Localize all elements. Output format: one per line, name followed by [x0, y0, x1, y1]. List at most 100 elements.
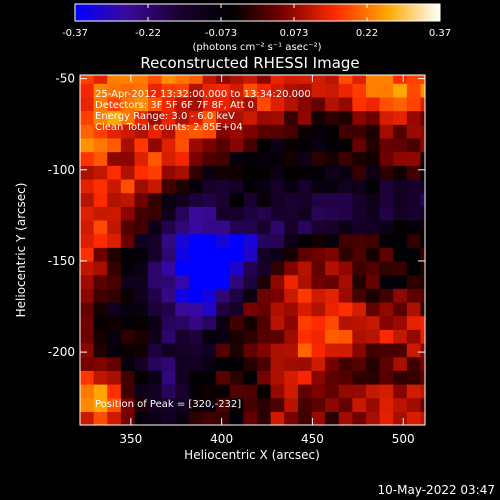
heatmap-cell: [134, 83, 149, 98]
heatmap-cell: [365, 151, 381, 166]
heatmap-cell: [80, 233, 81, 248]
heatmap-cell: [284, 151, 299, 166]
heatmap-cell: [325, 274, 340, 289]
heatmap-cell: [365, 411, 381, 425]
heatmap-cell: [243, 233, 258, 248]
heatmap-cell: [161, 397, 176, 412]
heatmap-cell: [202, 151, 217, 166]
heatmap-cell: [365, 274, 381, 289]
heatmap-cell: [120, 124, 136, 139]
heatmap-cell: [175, 83, 190, 98]
heatmap-cell: [257, 206, 272, 221]
heatmap-cell: [107, 329, 122, 344]
heatmap-cell: [311, 110, 326, 125]
heatmap-cell: [162, 425, 176, 439]
heatmap-cell: [107, 124, 122, 139]
heatmap-cell: [161, 370, 176, 385]
heatmap-cell: [352, 301, 367, 317]
heatmap-cell: [270, 247, 285, 262]
heatmap-cell: [379, 301, 394, 317]
heatmap-cell: [80, 219, 81, 235]
heatmap-cell: [148, 83, 163, 98]
y-tick-label: -150: [48, 254, 75, 268]
heatmap-cell: [297, 178, 313, 194]
heatmap-cell: [80, 425, 94, 439]
heatmap-cell: [80, 233, 95, 248]
heatmap-cell: [161, 247, 176, 262]
heatmap-cell: [338, 247, 353, 262]
heatmap-cell: [284, 288, 299, 303]
heatmap-cell: [338, 192, 353, 207]
heatmap-cell: [434, 398, 448, 412]
heatmap-cell: [148, 288, 163, 303]
heatmap-cell: [120, 165, 136, 180]
heatmap-cell: [366, 425, 380, 439]
heatmap-cell: [148, 124, 163, 139]
heatmap-cell: [420, 397, 425, 412]
heatmap-cell: [311, 329, 326, 344]
heatmap-cell: [229, 329, 245, 344]
heatmap-cell: [393, 124, 408, 139]
heatmap-cell: [284, 342, 299, 358]
heatmap-cell: [216, 178, 231, 194]
heatmap-cell: [161, 96, 176, 112]
heatmap-cell: [393, 96, 408, 112]
heatmap-cell: [434, 97, 448, 111]
heatmap-cell: [352, 274, 367, 289]
heatmap-cell: [202, 219, 217, 235]
heatmap-cell: [107, 301, 122, 317]
heatmap-cell: [216, 124, 231, 139]
heatmap-cell: [257, 274, 272, 289]
heatmap-cell: [393, 288, 408, 303]
heatmap-cell: [134, 247, 149, 262]
heatmap-cell: [311, 315, 326, 330]
heatmap-cell: [297, 329, 313, 344]
heatmap-cell: [311, 83, 326, 98]
heatmap-cell: [134, 383, 149, 399]
heatmap-cell: [311, 192, 326, 207]
heatmap-cell: [297, 411, 313, 425]
heatmap-cell: [434, 247, 448, 261]
heatmap-cell: [338, 83, 353, 98]
heatmap-cell: [365, 301, 381, 317]
heatmap-cell: [379, 219, 394, 235]
heatmap-cell: [338, 342, 353, 358]
heatmap-cell: [229, 137, 245, 153]
heatmap-cell: [93, 165, 108, 180]
heatmap-cell: [148, 219, 163, 235]
heatmap-cell: [216, 206, 231, 221]
heatmap-cell: [93, 274, 108, 289]
heatmap-cell: [80, 75, 95, 84]
heatmap-cell: [379, 178, 394, 194]
observation-info: 25-Apr-2012 13:32:00.000 to 13:34:20.000…: [95, 89, 311, 133]
heatmap-cell: [406, 137, 422, 153]
heatmap-cell: [270, 356, 285, 371]
heatmap-cell: [243, 219, 258, 235]
heatmap-cell: [338, 411, 353, 425]
heatmap-cell: [202, 83, 217, 98]
heatmap-cell: [270, 151, 285, 166]
heatmap-cell: [134, 178, 149, 194]
heatmap-cell: [270, 260, 285, 276]
heatmap-cell: [434, 329, 448, 343]
heatmap-cell: [297, 124, 313, 139]
heatmap-cell: [257, 151, 272, 166]
heatmap-cell: [434, 138, 448, 152]
heatmap-cell: [406, 383, 422, 399]
heatmap-cell: [175, 233, 190, 248]
heatmap-cell: [243, 383, 258, 399]
heatmap-cell: [420, 274, 425, 289]
heatmap-cell: [366, 56, 380, 70]
heatmap-cell: [338, 233, 353, 248]
heatmap-cell: [311, 397, 326, 412]
heatmap-cell: [229, 247, 245, 262]
heatmap-cell: [243, 178, 258, 194]
heatmap-cell: [188, 342, 204, 358]
heatmap-cell: [325, 247, 340, 262]
heatmap-cell: [297, 383, 313, 399]
heatmap-cell: [80, 83, 95, 98]
heatmap-cell: [188, 383, 204, 399]
heatmap-cell: [420, 425, 434, 439]
heatmap-cell: [161, 274, 176, 289]
heatmap-cell: [379, 370, 394, 385]
